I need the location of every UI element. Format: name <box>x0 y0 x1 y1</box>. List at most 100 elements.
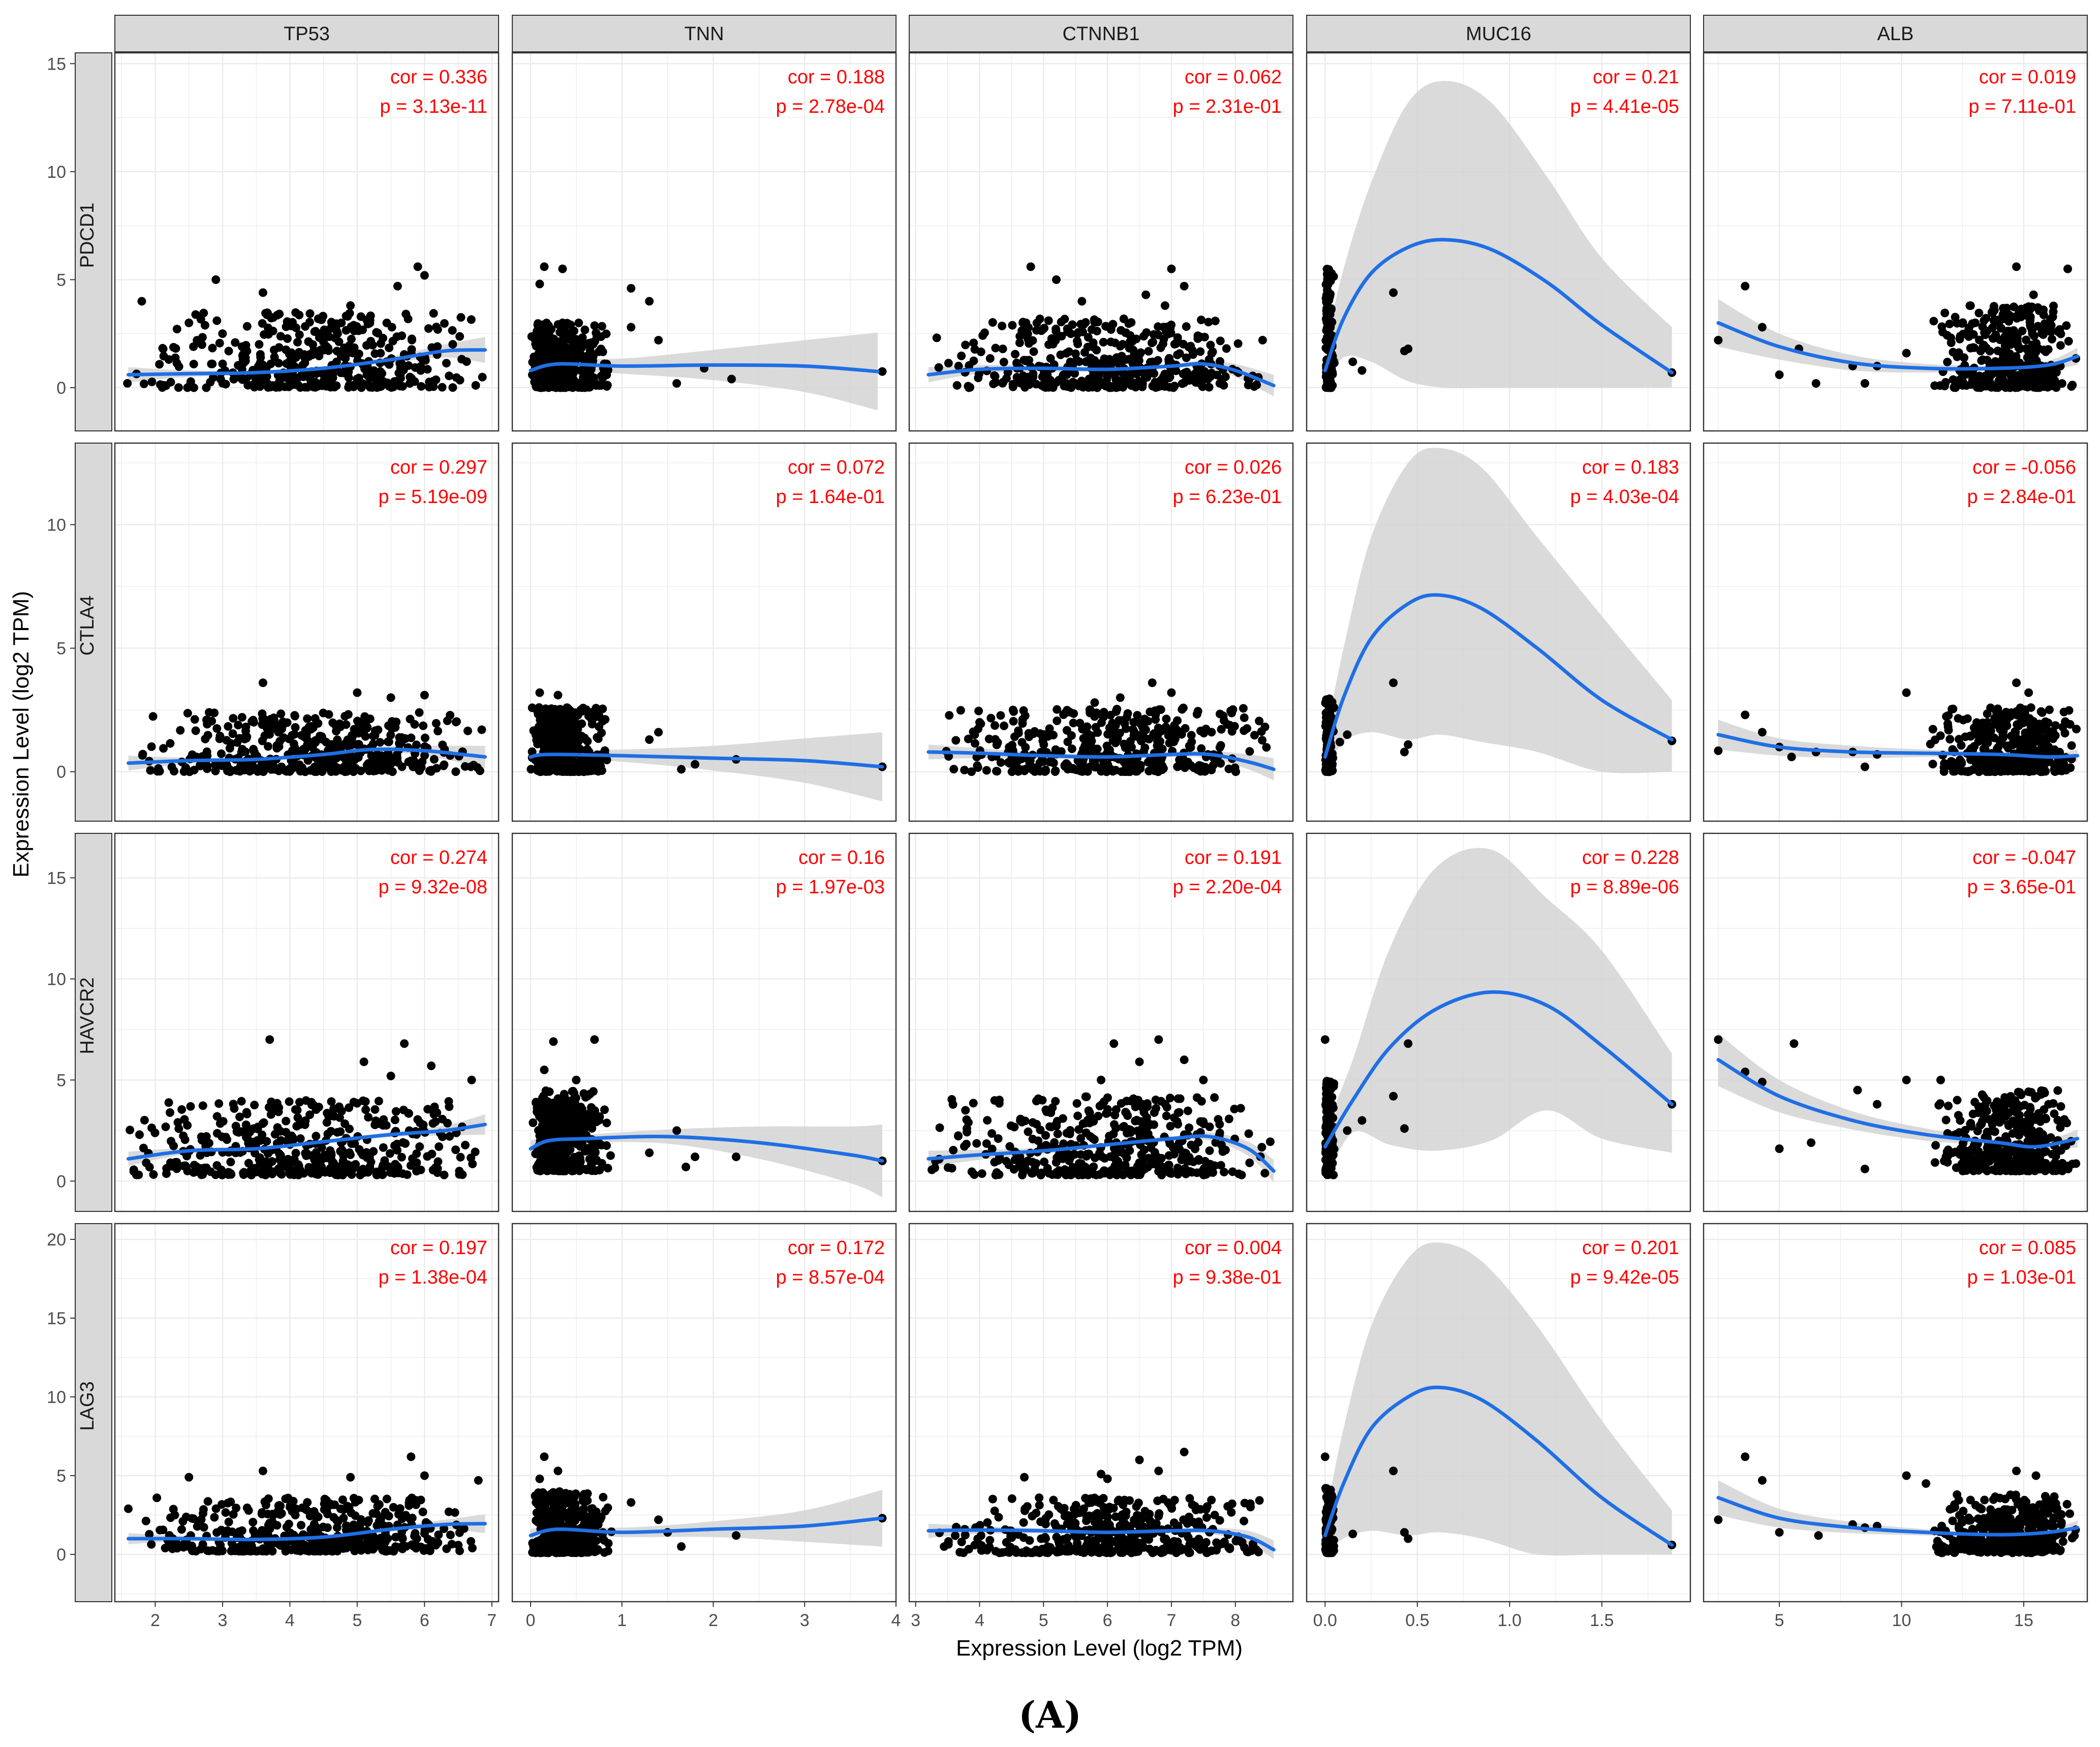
data-point <box>1983 356 1992 365</box>
data-point <box>391 723 400 732</box>
data-point <box>361 732 370 741</box>
data-point <box>238 375 247 384</box>
data-point <box>570 767 579 776</box>
data-point <box>1230 722 1239 731</box>
data-point <box>985 354 995 363</box>
x-tick-label: 2 <box>150 1611 160 1630</box>
data-point <box>427 1149 437 1159</box>
data-point <box>589 339 598 349</box>
panel-border <box>908 442 1294 822</box>
data-point <box>186 1102 195 1111</box>
data-point <box>322 1118 331 1127</box>
data-point <box>234 361 243 370</box>
data-point <box>1106 322 1115 331</box>
data-point <box>2004 317 2014 326</box>
data-point <box>576 1103 585 1112</box>
data-point <box>2064 706 2074 715</box>
data-point <box>1032 326 1041 335</box>
x-tick-label: 1 <box>617 1611 627 1630</box>
data-point <box>974 706 983 715</box>
data-point <box>214 1099 224 1108</box>
data-point <box>2047 375 2056 384</box>
data-point <box>146 766 155 775</box>
data-point <box>420 691 429 700</box>
y-tick-label: 10 <box>47 970 66 989</box>
data-point <box>169 1160 178 1169</box>
data-point <box>1092 346 1101 355</box>
data-point <box>424 382 434 391</box>
data-point <box>221 1133 230 1142</box>
data-point <box>446 711 455 720</box>
data-point <box>149 1170 158 1179</box>
panel-border <box>114 442 500 822</box>
data-point <box>276 332 285 341</box>
data-point <box>198 1101 207 1110</box>
data-point <box>403 1170 412 1179</box>
data-point <box>975 717 984 727</box>
data-point <box>1991 330 2000 339</box>
data-point <box>1053 716 1062 725</box>
data-point <box>179 1161 188 1170</box>
data-point <box>361 1097 370 1106</box>
data-point <box>1964 324 1973 333</box>
data-point <box>1330 703 1339 712</box>
data-point <box>1207 349 1216 358</box>
data-point <box>288 354 297 363</box>
data-point <box>362 370 372 380</box>
data-point <box>346 301 355 310</box>
row-strip: CTLA4 <box>75 443 112 822</box>
data-point <box>295 1098 304 1107</box>
data-point <box>215 1119 225 1128</box>
data-point <box>286 765 295 774</box>
data-point <box>425 766 434 775</box>
data-point <box>1090 698 1099 707</box>
data-point <box>597 322 606 331</box>
data-point <box>590 321 599 330</box>
data-point <box>1078 725 1087 734</box>
data-point <box>204 1139 213 1148</box>
data-point <box>546 335 555 344</box>
data-point <box>1179 339 1188 349</box>
data-point <box>342 720 351 729</box>
data-point <box>444 1097 453 1106</box>
data-point <box>183 1121 192 1130</box>
data-point <box>2017 712 2026 722</box>
data-point <box>1216 759 1225 768</box>
data-point <box>384 766 393 775</box>
data-point <box>153 767 162 776</box>
data-point <box>291 723 300 732</box>
data-point <box>970 739 979 748</box>
data-point <box>1014 729 1023 738</box>
data-point <box>1151 1096 1160 1105</box>
data-point <box>2037 371 2047 380</box>
data-point <box>2044 719 2053 728</box>
x-tick-label: 7 <box>1166 1611 1176 1630</box>
data-point <box>208 344 217 353</box>
data-point <box>305 318 314 327</box>
data-point <box>1999 304 2008 313</box>
data-point <box>397 1152 406 1162</box>
data-point <box>1081 318 1090 327</box>
data-point <box>2029 331 2039 340</box>
smooth-fit-line <box>927 750 1276 771</box>
data-point <box>433 342 442 351</box>
data-point <box>356 312 365 321</box>
data-point <box>217 749 226 758</box>
data-point <box>2050 368 2059 378</box>
data-point <box>1968 369 1978 379</box>
data-point <box>1343 730 1352 739</box>
data-point <box>1029 347 1038 356</box>
data-point <box>171 353 180 362</box>
x-tick-label: 2 <box>708 1611 718 1630</box>
data-point <box>2022 335 2031 345</box>
row-strip-box <box>75 833 112 1212</box>
data-point <box>443 1118 452 1128</box>
data-point <box>957 351 966 360</box>
data-point <box>197 1170 206 1179</box>
data-point <box>1074 357 1084 366</box>
data-point <box>253 1125 262 1134</box>
data-point <box>1025 339 1034 348</box>
data-point <box>196 315 205 324</box>
data-point <box>370 726 380 735</box>
data-point <box>1958 318 1967 327</box>
